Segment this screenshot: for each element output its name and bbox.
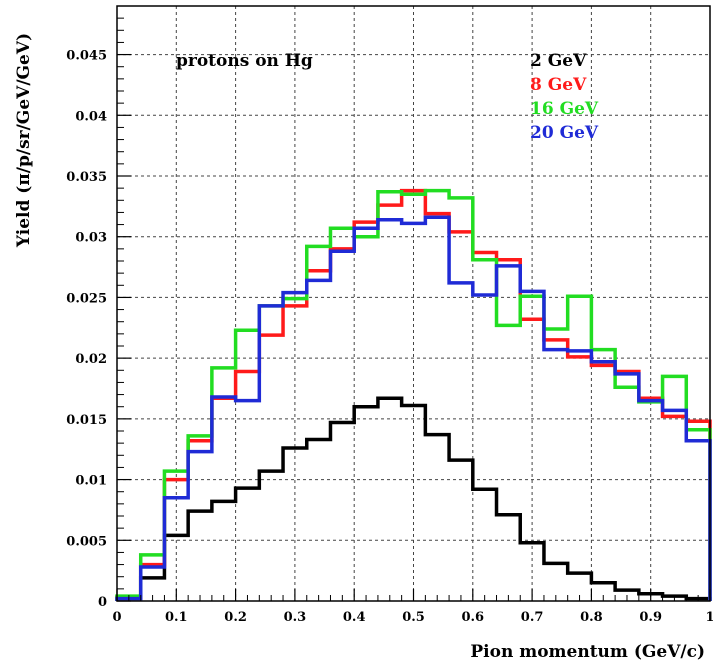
legend-entry-20-gev: 20 GeV: [530, 123, 599, 143]
legend-entry-16-gev: 16 GeV: [530, 99, 599, 119]
legend: 2 GeV 8 GeV 16 GeV 20 GeV: [530, 51, 599, 143]
x-tick-label: 0.5: [402, 610, 425, 625]
y-tick-label: 0.045: [66, 49, 107, 64]
x-tick-label: 0.9: [639, 610, 662, 625]
x-tick-label: 0.1: [165, 610, 188, 625]
series-lines: [115, 188, 712, 601]
legend-entry-8-gev: 8 GeV: [530, 75, 587, 95]
legend-entry-2-gev: 2 GeV: [530, 51, 587, 71]
y-tick-label: 0.015: [66, 413, 107, 428]
x-tick-label: 0.8: [580, 610, 603, 625]
x-tick-label: 0: [112, 610, 121, 625]
y-tick-label: 0.005: [66, 534, 107, 549]
y-tick-label: 0.02: [75, 352, 107, 367]
y-tick-label: 0: [98, 595, 107, 610]
series-line-2-gev: [115, 396, 712, 601]
x-tick-label: 0.6: [461, 610, 484, 625]
axis-ticks: 0 0.1 0.2 0.3 0.4 0.5 0.6 0.7 0.8 0.9 1 0 0.005 0.01 0…: [66, 17, 713, 625]
y-axis-title: Yield (π/p/sr/GeV/GeV): [14, 33, 34, 248]
x-axis-title: Pion momentum (GeV/c): [470, 642, 705, 662]
x-tick-label: 1: [705, 610, 713, 625]
y-tick-label: 0.035: [66, 170, 107, 185]
y-tick-label: 0.025: [66, 291, 107, 306]
annotation-text: protons on Hg: [176, 51, 313, 71]
x-tick-label: 0.3: [284, 610, 307, 625]
grid: [117, 6, 710, 601]
y-tick-label: 0.03: [75, 231, 107, 246]
series-line-20-gev: [115, 215, 712, 601]
y-tick-label: 0.01: [75, 474, 107, 489]
x-tick-label: 0.7: [521, 610, 544, 625]
x-tick-label: 0.4: [343, 610, 366, 625]
x-tick-label: 0.2: [224, 610, 247, 625]
y-tick-label: 0.04: [75, 109, 107, 124]
